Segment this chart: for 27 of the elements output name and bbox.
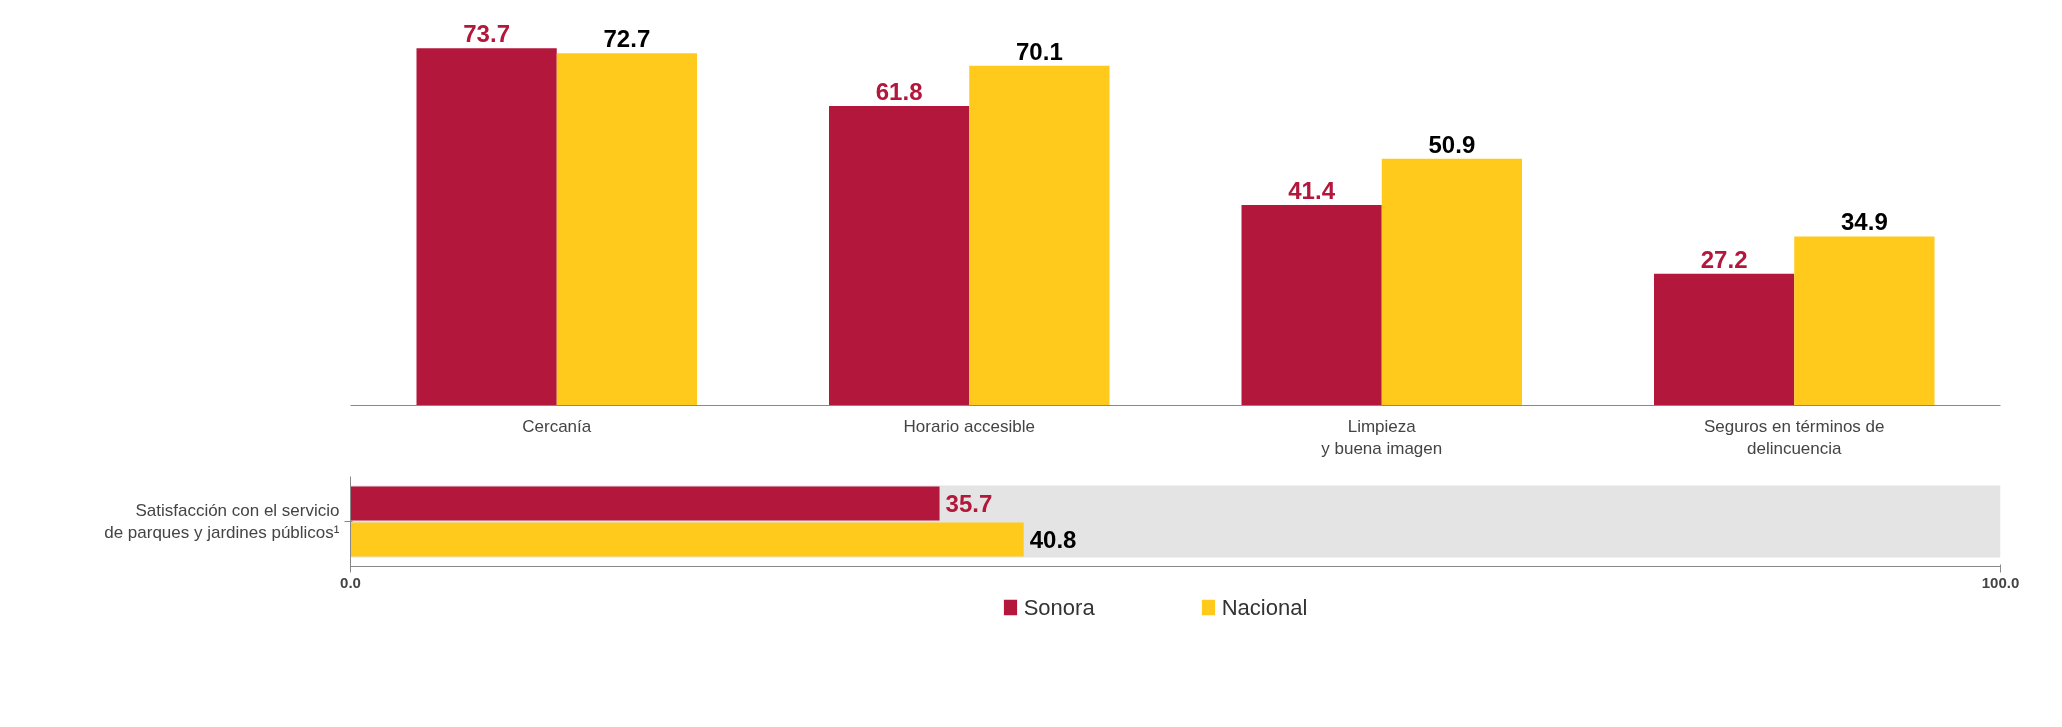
x-tick-label: 0.0 bbox=[340, 573, 361, 591]
data-label: 35.7 bbox=[945, 490, 993, 517]
bar bbox=[1381, 158, 1522, 406]
x-tick-label: Limpieza y buena imagen bbox=[1321, 416, 1443, 459]
data-label: 73.7 bbox=[463, 20, 510, 48]
bar bbox=[1654, 273, 1795, 406]
bar bbox=[556, 53, 697, 406]
data-label: 34.9 bbox=[1841, 208, 1888, 236]
x-tick-label: Horario accesible bbox=[903, 416, 1035, 436]
data-label: 27.2 bbox=[1700, 245, 1748, 273]
data-label: 61.8 bbox=[875, 78, 923, 106]
data-label: 50.9 bbox=[1428, 130, 1476, 158]
data-label: 70.1 bbox=[1016, 37, 1063, 65]
data-label: 40.8 bbox=[1029, 526, 1077, 553]
bar bbox=[969, 65, 1110, 406]
data-label: 41.4 bbox=[1288, 176, 1336, 204]
y-tick-label: Satisfacción con el servicio de parques y jardines públicos¹ bbox=[104, 500, 340, 543]
x-tick-label: Cercanía bbox=[522, 416, 592, 436]
bar bbox=[1794, 236, 1935, 406]
bar bbox=[416, 48, 557, 406]
x-tick-label: Seguros en términos de delincuencia bbox=[1704, 416, 1885, 459]
x-tick-label: 100.0 bbox=[1981, 573, 2020, 591]
bar bbox=[1241, 204, 1382, 406]
bar bbox=[829, 106, 970, 406]
legend-label: Nacional bbox=[1221, 595, 1308, 620]
legend-label: Sonora bbox=[1023, 595, 1096, 620]
data-label: 72.7 bbox=[603, 25, 651, 53]
